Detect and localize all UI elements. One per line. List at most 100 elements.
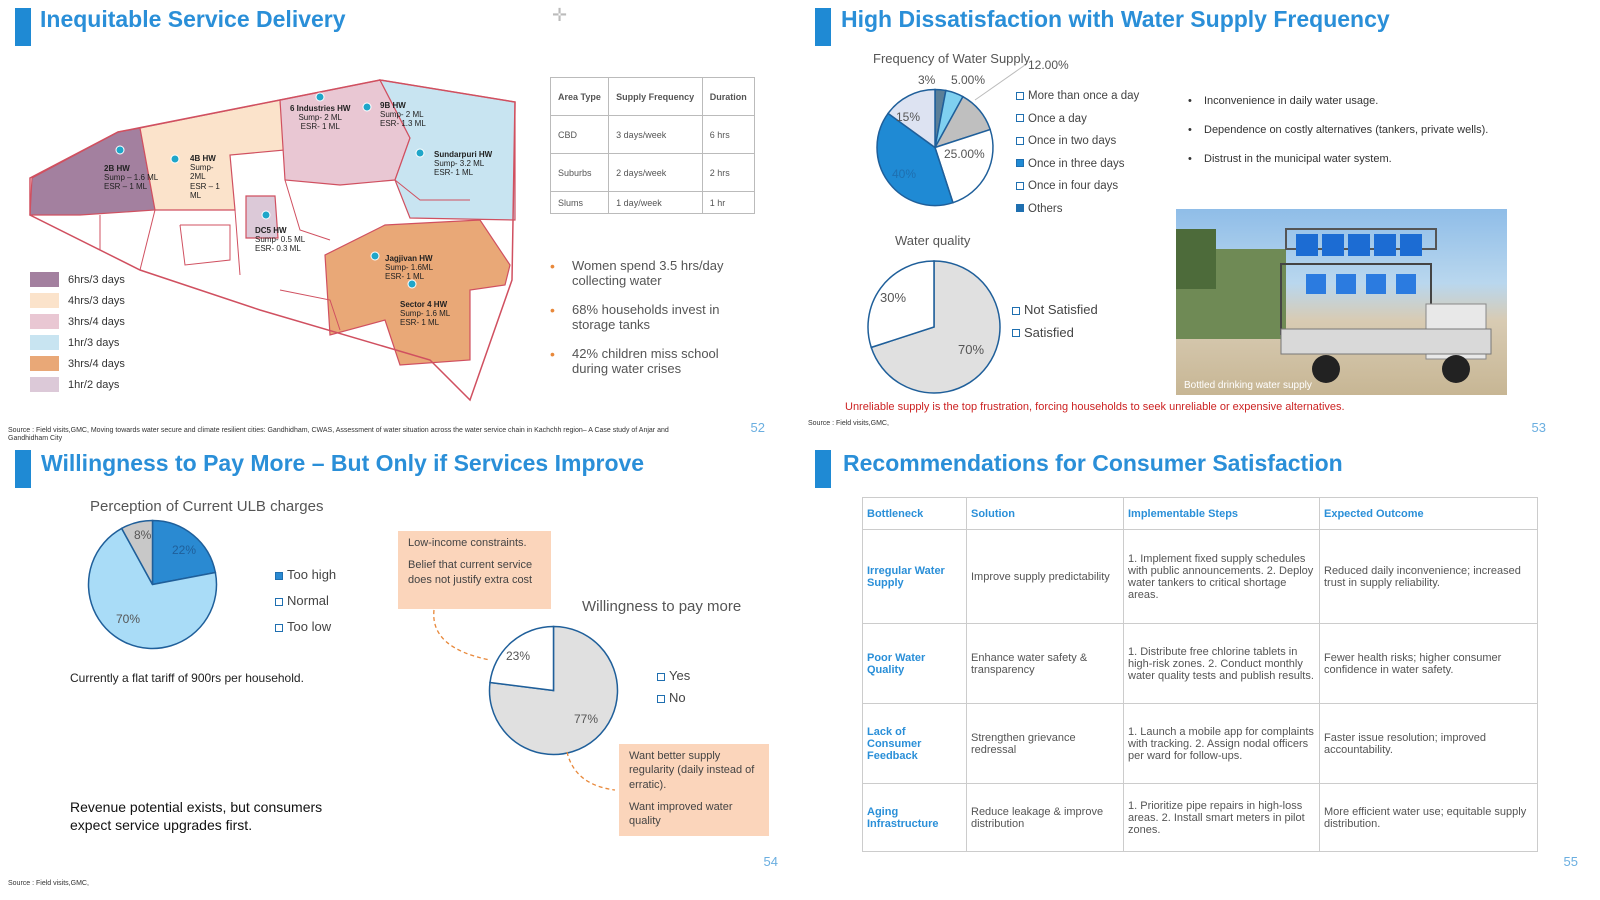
table-cell: 1 hr — [701, 191, 756, 214]
callout-connector — [433, 609, 491, 661]
pie-label: 30% — [880, 290, 907, 305]
legend-item: Once a day — [1016, 108, 1139, 131]
pie-label: 25.00% — [944, 147, 985, 161]
slide-inequitable-service: Inequitable Service Delivery ✛ 2B HW Sump… — [0, 0, 800, 450]
source-note: Source : Field visits,GMC, — [8, 880, 89, 887]
revenue-note: Revenue potential exists, but consumers … — [70, 799, 323, 834]
bullet-item: 68% households invest in storage tanks — [550, 302, 750, 332]
tariff-note: Currently a flat tariff of 900rs per hou… — [70, 671, 304, 685]
legend-item: 6hrs/3 days — [30, 272, 125, 287]
table-cell: Reduced daily inconvenience; increased t… — [1319, 529, 1538, 624]
page-number: 55 — [1563, 854, 1578, 869]
pie-label: 8% — [134, 528, 152, 542]
bullet-item: Inconvenience in daily water usage. — [1188, 95, 1488, 107]
legend-item: More than once a day — [1016, 85, 1139, 108]
bullet-item: Distrust in the municipal water system. — [1188, 153, 1488, 165]
map-label-9b-hw: 9B HW Sump- 2 ML ESR- 1.3 ML — [380, 101, 426, 129]
table-header: Supply Frequency — [608, 77, 703, 116]
supply-frequency-table: Area Type Supply Frequency Duration CBD … — [549, 77, 756, 214]
table-cell: Faster issue resolution; improved accoun… — [1319, 703, 1538, 784]
legend-item: Too low — [275, 614, 336, 640]
table-cell: 1. Distribute free chlorine tablets in h… — [1123, 623, 1320, 704]
marker-dc5-hw — [261, 210, 271, 220]
pie-label: 5.00% — [951, 73, 986, 87]
map-label-sundarpuri-hw: Sundarpuri HW Sump- 3.2 ML ESR- 1 ML — [434, 150, 493, 178]
table-row: Suburbs 2 days/week 2 hrs — [549, 153, 756, 192]
recommendations-table: Bottleneck Solution Implementable Steps … — [862, 497, 1538, 852]
legend-item: Not Satisfied — [1012, 299, 1098, 322]
pie-slice-yes — [489, 625, 555, 692]
callout-line: Belief that current service does not jus… — [408, 559, 533, 586]
legend-item: No — [657, 687, 690, 709]
table-cell: 1 day/week — [608, 191, 703, 214]
table-row: Aging Infrastructure Reduce leakage & im… — [862, 783, 1538, 852]
table-cell: 2 days/week — [608, 153, 703, 192]
key-takeaway: Unreliable supply is the top frustration… — [845, 401, 1345, 413]
table-cell: Slums — [549, 191, 610, 214]
quality-legend: Not Satisfied Satisfied — [1012, 299, 1098, 344]
page-number: 54 — [763, 854, 778, 869]
callout-line: Want better supply regularity (daily ins… — [629, 750, 755, 791]
table-cell: 1. Prioritize pipe repairs in high-loss … — [1123, 783, 1320, 852]
callout-line: Low-income constraints. — [408, 537, 527, 549]
table-row: CBD 3 days/week 6 hrs — [549, 115, 756, 154]
frequency-pie-chart — [876, 88, 994, 207]
pie-slice-normal — [87, 527, 218, 650]
wtp-chart-title: Willingness to pay more — [582, 598, 742, 615]
table-row: Slums 1 day/week 1 hr — [549, 191, 756, 214]
table-row: Poor Water Quality Enhance water safety … — [862, 623, 1538, 704]
table-header: Bottleneck — [862, 497, 967, 530]
charge-legend: Too high Normal Too low — [275, 562, 336, 640]
table-header: Solution — [966, 497, 1124, 530]
legend-item: 3hrs/4 days — [30, 356, 125, 371]
legend-item: Yes — [657, 665, 690, 687]
table-cell: 1. Launch a mobile app for complaints wi… — [1123, 703, 1320, 784]
table-header: Expected Outcome — [1319, 497, 1538, 530]
map-label-dc5-hw: DC5 HW Sump- 0.5 ML ESR- 0.3 ML — [255, 226, 306, 254]
table-cell: 3 days/week — [608, 115, 703, 154]
wtp-legend: Yes No — [657, 665, 690, 709]
table-cell: Irregular Water Supply — [862, 529, 967, 624]
map-label-jagjivan-hw: Jagjivan HW Sump- 1.6ML ESR- 1 ML — [385, 254, 434, 282]
legend-item: Once in three days — [1016, 153, 1139, 176]
callout-line: Want improved water quality — [629, 800, 733, 828]
callout-constraints: Low-income constraints. Belief that curr… — [398, 531, 551, 609]
pie-label: 12.00% — [1028, 58, 1069, 72]
marker-4b-hw — [170, 154, 180, 164]
source-note: Source : Field visits,GMC, — [808, 420, 889, 427]
freq-chart-title: Frequency of Water Supply — [873, 51, 1031, 66]
table-cell: CBD — [549, 115, 610, 154]
pie-slice-not-satisfied — [870, 260, 1001, 394]
marker-6-industries-hw — [315, 92, 325, 102]
pie-label: 15% — [896, 110, 921, 124]
map-label-sector4-hw: Sector 4 HW Sump- 1.6 ML ESR- 1 ML — [400, 300, 451, 328]
pie-label: 70% — [958, 342, 985, 357]
table-cell: 1. Implement fixed supply schedules with… — [1123, 529, 1320, 624]
marker-sector4-hw — [407, 279, 417, 289]
bullet-item: Dependence on costly alternatives (tanke… — [1188, 124, 1488, 136]
map-label-2b-hw: 2B HW Sump – 1.6 ML ESR – 1 ML — [104, 164, 159, 192]
pie-label: 70% — [116, 612, 141, 626]
pie-slice-others — [887, 88, 936, 149]
pie-label: 3% — [918, 73, 936, 87]
table-header: Duration — [701, 77, 756, 116]
table-cell: Enhance water safety & transparency — [966, 623, 1124, 704]
tanker-photo: Bottled drinking water supply — [1176, 209, 1507, 395]
slide-recommendations: Recommendations for Consumer Satisfactio… — [800, 450, 1600, 900]
slide-title: Recommendations for Consumer Satisfactio… — [843, 450, 1343, 476]
pie-slice-satisfied — [867, 260, 935, 349]
table-cell: Aging Infrastructure — [862, 783, 967, 852]
legend-item: 4hrs/3 days — [30, 293, 125, 308]
table-cell: 2 hrs — [701, 153, 756, 192]
table-cell: Suburbs — [549, 153, 610, 192]
slide-title: Inequitable Service Delivery — [40, 6, 346, 32]
legend-item: 3hrs/4 days — [30, 314, 125, 329]
pie-label: 22% — [172, 543, 197, 557]
map-label-6-industries-hw: 6 Industries HW Sump- 2 ML ESR- 1 ML — [290, 104, 351, 132]
legend-item: Satisfied — [1012, 322, 1098, 345]
title-accent-bar — [815, 8, 831, 46]
title-accent-bar — [815, 450, 831, 488]
source-note: Source : Field visits,GMC, Moving toward… — [8, 427, 669, 443]
slide-title: Willingness to Pay More – But Only if Se… — [41, 450, 645, 476]
table-header: Implementable Steps — [1123, 497, 1320, 530]
